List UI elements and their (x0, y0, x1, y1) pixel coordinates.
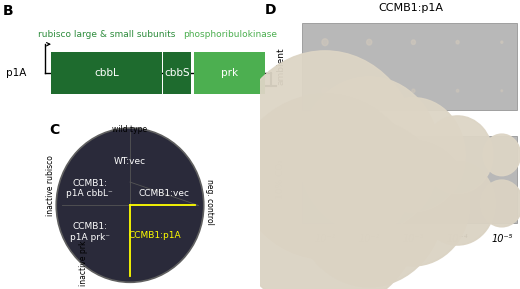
Text: D: D (265, 3, 277, 17)
Text: CCMB1:
p1A cbbL⁻: CCMB1: p1A cbbL⁻ (67, 179, 113, 198)
Circle shape (480, 180, 520, 227)
Bar (193, 52, 265, 94)
Circle shape (299, 77, 439, 233)
Circle shape (501, 41, 503, 43)
Text: prk: prk (221, 68, 238, 78)
Text: rubisco large & small subunits: rubisco large & small subunits (37, 30, 175, 39)
Text: 10⁻⁴: 10⁻⁴ (447, 234, 469, 244)
Text: p1A: p1A (6, 68, 26, 78)
Circle shape (322, 39, 328, 46)
Circle shape (357, 141, 470, 266)
Circle shape (483, 134, 520, 176)
Circle shape (322, 88, 328, 94)
Text: inactive prk: inactive prk (79, 241, 87, 286)
Circle shape (367, 88, 371, 93)
Text: neg. control: neg. control (205, 179, 214, 225)
Bar (51, 52, 162, 94)
Text: 10⁻¹: 10⁻¹ (314, 234, 336, 244)
Text: WT:vec: WT:vec (114, 157, 146, 166)
Text: ambient: ambient (276, 48, 285, 85)
Text: B: B (3, 4, 14, 18)
Circle shape (422, 116, 493, 194)
Circle shape (227, 94, 423, 289)
Text: CCMB1:
p1A prk⁻: CCMB1: p1A prk⁻ (70, 222, 110, 242)
Text: CCMB1:vec: CCMB1:vec (138, 189, 189, 198)
Circle shape (367, 39, 372, 45)
Circle shape (231, 51, 419, 259)
Circle shape (501, 90, 503, 92)
Circle shape (412, 89, 415, 92)
Bar (163, 52, 191, 94)
Text: phosphoribulokinase: phosphoribulokinase (183, 30, 277, 39)
Text: CCMB1:p1A: CCMB1:p1A (378, 3, 443, 13)
Circle shape (456, 40, 459, 44)
Circle shape (457, 89, 459, 92)
Circle shape (420, 162, 495, 245)
Text: cbbS: cbbS (164, 68, 190, 78)
Text: 10⁻²: 10⁻² (358, 234, 380, 244)
Bar (302, 136, 517, 223)
Text: 10⁻³: 10⁻³ (402, 234, 424, 244)
Text: inactive rubisco: inactive rubisco (46, 155, 55, 216)
Circle shape (362, 98, 465, 212)
Text: 10% CO₂: 10% CO₂ (276, 159, 285, 199)
Text: CCMB1:p1A: CCMB1:p1A (129, 231, 181, 240)
Ellipse shape (56, 128, 204, 282)
Circle shape (411, 40, 415, 45)
Text: C: C (49, 123, 60, 137)
Text: wild type: wild type (112, 125, 148, 134)
Circle shape (294, 120, 444, 287)
Text: cbbL: cbbL (94, 68, 119, 78)
Bar (302, 23, 517, 110)
Text: 10⁻⁵: 10⁻⁵ (491, 234, 513, 244)
